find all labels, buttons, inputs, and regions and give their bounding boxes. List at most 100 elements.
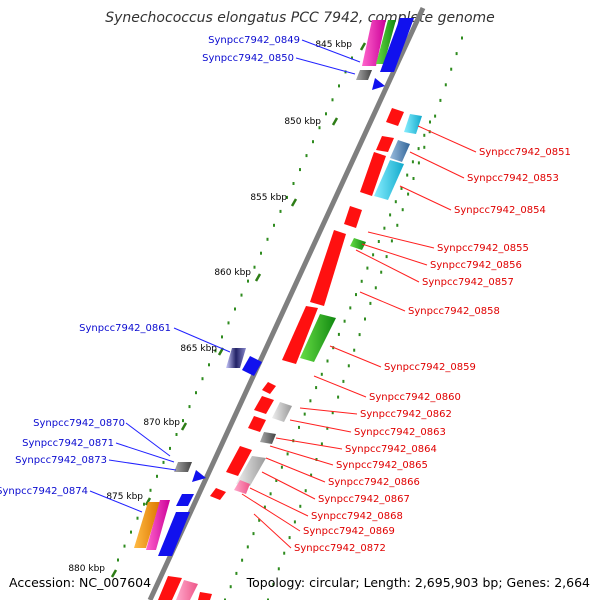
guide-dot <box>292 182 295 185</box>
guide-dot <box>234 307 236 311</box>
tick-845: 845 kbp <box>315 40 367 51</box>
gene-feature[interactable] <box>272 402 292 422</box>
gene-feature[interactable] <box>226 348 246 368</box>
guide-dot <box>412 177 415 180</box>
guide-dot <box>275 479 278 482</box>
guide-dot <box>136 516 139 520</box>
gene-label-left[interactable]: Synpcc7942_0849 <box>208 35 300 46</box>
gene-label-left[interactable]: Synpcc7942_0874 <box>0 486 88 497</box>
guide-dot <box>353 348 356 352</box>
guide-dot <box>260 251 262 255</box>
gene-label-right[interactable]: Synpcc7942_0857 <box>422 277 514 288</box>
gene-label-right[interactable]: Synpcc7942_0860 <box>369 392 461 403</box>
guide-dot <box>326 426 329 430</box>
guide-dot <box>221 335 223 339</box>
features-left <box>134 18 414 556</box>
gene-label-left[interactable]: Synpcc7942_0850 <box>202 53 294 64</box>
guide-dot <box>374 286 377 290</box>
gene-feature[interactable] <box>356 70 372 80</box>
gene-label-right[interactable]: Synpcc7942_0863 <box>354 427 446 438</box>
guide-dot <box>401 208 404 212</box>
gene-feature[interactable] <box>176 580 198 600</box>
guide-dot <box>247 279 249 283</box>
gene-feature[interactable] <box>310 230 346 306</box>
guide-dot <box>214 349 217 353</box>
leader-line <box>253 513 292 549</box>
guide-dot <box>267 598 269 600</box>
gene-feature[interactable] <box>282 306 318 364</box>
gene-feature[interactable] <box>300 314 336 362</box>
gene-feature[interactable] <box>390 140 410 162</box>
tick-label: 860 kbp <box>214 268 251 278</box>
gene-label-right[interactable]: Synpcc7942_0862 <box>360 409 452 420</box>
gene-label-left[interactable]: Synpcc7942_0861 <box>79 323 171 334</box>
guide-dot <box>366 266 369 270</box>
gene-feature[interactable] <box>192 470 206 482</box>
tick-865: 865 kbp <box>180 344 225 356</box>
gene-feature[interactable] <box>262 382 276 394</box>
tick-label: 870 kbp <box>143 418 180 428</box>
gene-feature[interactable] <box>374 160 404 200</box>
gene-label-right[interactable]: Synpcc7942_0853 <box>467 173 559 184</box>
gene-feature[interactable] <box>344 206 362 228</box>
guide-dot <box>263 505 266 509</box>
gene-feature[interactable] <box>242 356 262 376</box>
leader-line <box>361 243 428 266</box>
gene-label-right[interactable]: Synpcc7942_0869 <box>303 526 395 537</box>
guide-dot <box>385 255 388 259</box>
leader-lines <box>89 39 477 549</box>
gene-feature[interactable] <box>254 396 274 414</box>
gene-feature[interactable] <box>174 462 192 472</box>
guide-dot <box>272 582 275 586</box>
gene-label-right[interactable]: Synpcc7942_0856 <box>430 260 522 271</box>
gene-feature[interactable] <box>198 592 212 600</box>
gene-feature[interactable] <box>376 20 396 64</box>
guide-dot <box>224 598 226 600</box>
gene-label-right[interactable]: Synpcc7942_0864 <box>345 444 437 455</box>
gene-feature[interactable] <box>134 502 160 548</box>
guide-dot <box>298 425 300 429</box>
leader-line <box>399 185 452 211</box>
guide-dot <box>360 279 363 283</box>
gene-feature[interactable] <box>226 446 252 476</box>
gene-feature[interactable] <box>386 108 404 126</box>
gene-label-left[interactable]: Synpcc7942_0871 <box>22 438 114 449</box>
gene-feature[interactable] <box>350 238 366 250</box>
gene-label-right[interactable]: Synpcc7942_0855 <box>437 243 529 254</box>
right-labels: Synpcc7942_0851 Synpcc7942_0853 Synpcc79… <box>294 147 571 554</box>
gene-label-right[interactable]: Synpcc7942_0851 <box>479 147 571 158</box>
gene-label-left[interactable]: Synpcc7942_0870 <box>33 418 125 429</box>
gene-feature[interactable] <box>176 494 194 506</box>
accession-text: Accession: NC_007604 <box>9 575 151 590</box>
gene-feature[interactable] <box>236 456 266 486</box>
gene-feature[interactable] <box>360 152 386 196</box>
gene-feature[interactable] <box>380 18 414 72</box>
guide-dot <box>310 473 313 477</box>
gene-label-left[interactable]: Synpcc7942_0873 <box>15 455 107 466</box>
gene-feature[interactable] <box>158 576 182 600</box>
gene-feature[interactable] <box>248 416 266 432</box>
gene-feature[interactable] <box>362 20 386 66</box>
gene-feature[interactable] <box>260 432 276 444</box>
gene-label-right[interactable]: Synpcc7942_0859 <box>384 362 476 373</box>
gene-label-right[interactable]: Synpcc7942_0854 <box>454 205 546 216</box>
guide-dot <box>337 332 340 336</box>
gene-feature[interactable] <box>234 480 250 494</box>
gene-label-right[interactable]: Synpcc7942_0865 <box>336 460 428 471</box>
gene-feature[interactable] <box>210 488 226 500</box>
gene-label-right[interactable]: Synpcc7942_0867 <box>318 494 410 505</box>
guide-dot <box>195 391 197 395</box>
gene-feature[interactable] <box>158 512 190 556</box>
gene-feature[interactable] <box>372 78 385 90</box>
gene-feature[interactable] <box>404 114 422 134</box>
gene-label-right[interactable]: Synpcc7942_0866 <box>328 477 420 488</box>
guide-dot <box>266 237 269 241</box>
gene-label-right[interactable]: Synpcc7942_0868 <box>311 511 403 522</box>
tick-label: 880 kbp <box>68 564 105 574</box>
guide-dot <box>318 126 321 130</box>
guide-dot <box>201 377 204 381</box>
gene-feature[interactable] <box>376 136 394 152</box>
gene-feature[interactable] <box>146 500 170 550</box>
gene-label-right[interactable]: Synpcc7942_0872 <box>294 543 386 554</box>
gene-label-right[interactable]: Synpcc7942_0858 <box>408 306 500 317</box>
